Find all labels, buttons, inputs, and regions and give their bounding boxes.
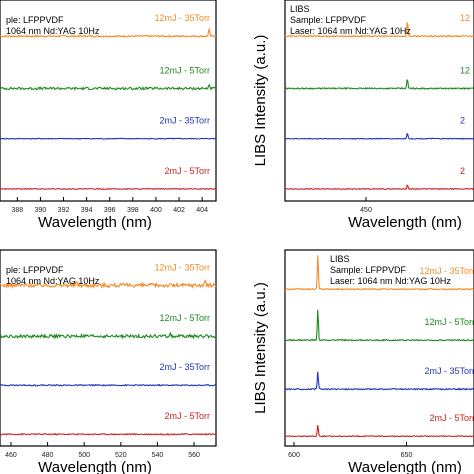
y-axis-label: LIBS Intensity (a.u.) xyxy=(252,282,269,414)
plot-frame xyxy=(284,249,474,447)
series-line xyxy=(0,27,217,38)
chart-panel-4: 600 650 12mJ - 35Torr 12mJ - 5Torr 2mJ - 35T… xyxy=(252,249,474,474)
x-tick-label: 450 xyxy=(360,207,372,214)
x-tick-label: 460 xyxy=(5,452,17,459)
series-line xyxy=(284,184,474,191)
series-line xyxy=(0,383,217,387)
series-label: 2mJ - 35Torr xyxy=(424,366,474,376)
series-label: 12mJ - 5Torr xyxy=(159,65,210,75)
x-tick-label: 402 xyxy=(173,207,185,214)
x-axis-label: Wavelength (nm) xyxy=(348,459,462,474)
x-axis-label: Wavelength (nm) xyxy=(38,459,152,474)
info-text: ple: LFPPVDF xyxy=(6,265,64,275)
series-label: 12mJ - 35Torr xyxy=(154,262,210,272)
series-label: 12mJ - 35Torr xyxy=(154,13,210,23)
series-label: 2mJ - 35Torr xyxy=(159,362,210,372)
x-tick-label: 560 xyxy=(188,452,200,459)
x-tick-label: 650 xyxy=(401,452,413,459)
series-label: 2mJ - 35Torr xyxy=(159,116,210,126)
x-tick-label: 404 xyxy=(196,207,208,214)
series-line xyxy=(0,83,217,91)
x-tick-label: 520 xyxy=(115,452,127,459)
series-label: 12 xyxy=(460,65,470,75)
info-text: Laser: 1064 nm Nd:YAG 10Hz xyxy=(330,276,451,286)
x-tick-label: 398 xyxy=(127,207,139,214)
series-label: 12mJ - 5Torr xyxy=(424,317,474,327)
series-line xyxy=(284,22,474,38)
series-line xyxy=(0,279,217,290)
x-tick-label: 396 xyxy=(104,207,116,214)
series-label: 2 xyxy=(460,166,465,176)
x-axis-label: Wavelength (nm) xyxy=(38,214,152,231)
series-line xyxy=(0,331,217,340)
plot-frame xyxy=(0,249,217,447)
info-text: Sample: LFPPVDF xyxy=(290,15,367,25)
series-label: 2mJ - 5Torr xyxy=(164,411,210,421)
series-line xyxy=(284,425,474,438)
series-label: 12mJ - 35Torr xyxy=(419,266,474,276)
series-label: 12mJ - 5Torr xyxy=(159,313,210,323)
info-text: 1064 nm Nd:YAG 10Hz xyxy=(6,26,100,36)
series-line xyxy=(284,132,474,140)
x-tick-label: 400 xyxy=(150,207,162,214)
series-line xyxy=(284,255,474,291)
plot-frame xyxy=(0,0,217,202)
info-text: LIBS xyxy=(290,4,310,14)
info-text: Laser: 1064 nm Nd:YAG 10Hz xyxy=(290,26,411,36)
series-label: 2 xyxy=(460,116,465,126)
series-line xyxy=(0,137,217,140)
info-text: LIBS xyxy=(330,254,350,264)
chart-panel-3: 460 480 500 520 540 560 12mJ - 35Torr 12mJ - 5T… xyxy=(0,249,217,474)
series-line xyxy=(0,187,217,191)
x-tick-label: 394 xyxy=(81,207,93,214)
series-label: 2mJ - 5Torr xyxy=(429,413,474,423)
x-tick-label: 500 xyxy=(78,452,90,459)
info-text: ple: LFPPVDF xyxy=(6,15,64,25)
info-text: 1064 nm Nd:YAG 10Hz xyxy=(6,276,100,286)
x-tick-label: 390 xyxy=(35,207,47,214)
plot-frame xyxy=(284,0,474,202)
x-tick-label: 600 xyxy=(288,452,300,459)
y-axis-label: LIBS Intensity (a.u.) xyxy=(252,35,269,167)
x-tick-label: 540 xyxy=(152,452,164,459)
series-line xyxy=(284,371,474,391)
series-line xyxy=(0,432,217,436)
info-text: Sample: LFPPVDF xyxy=(330,265,407,275)
x-axis-label: Wavelength (nm) xyxy=(348,214,462,231)
series-line xyxy=(284,79,474,91)
series-label: 2mJ - 5Torr xyxy=(164,166,210,176)
chart-panel-1: 388 390 392 394 396 398 400 402 404 12mJ - 35Torr… xyxy=(0,0,217,231)
x-tick-label: 480 xyxy=(42,452,54,459)
x-tick-label: 388 xyxy=(11,207,23,214)
series-label: 12 xyxy=(460,13,470,23)
series-line xyxy=(284,309,474,342)
x-tick-label: 392 xyxy=(58,207,70,214)
